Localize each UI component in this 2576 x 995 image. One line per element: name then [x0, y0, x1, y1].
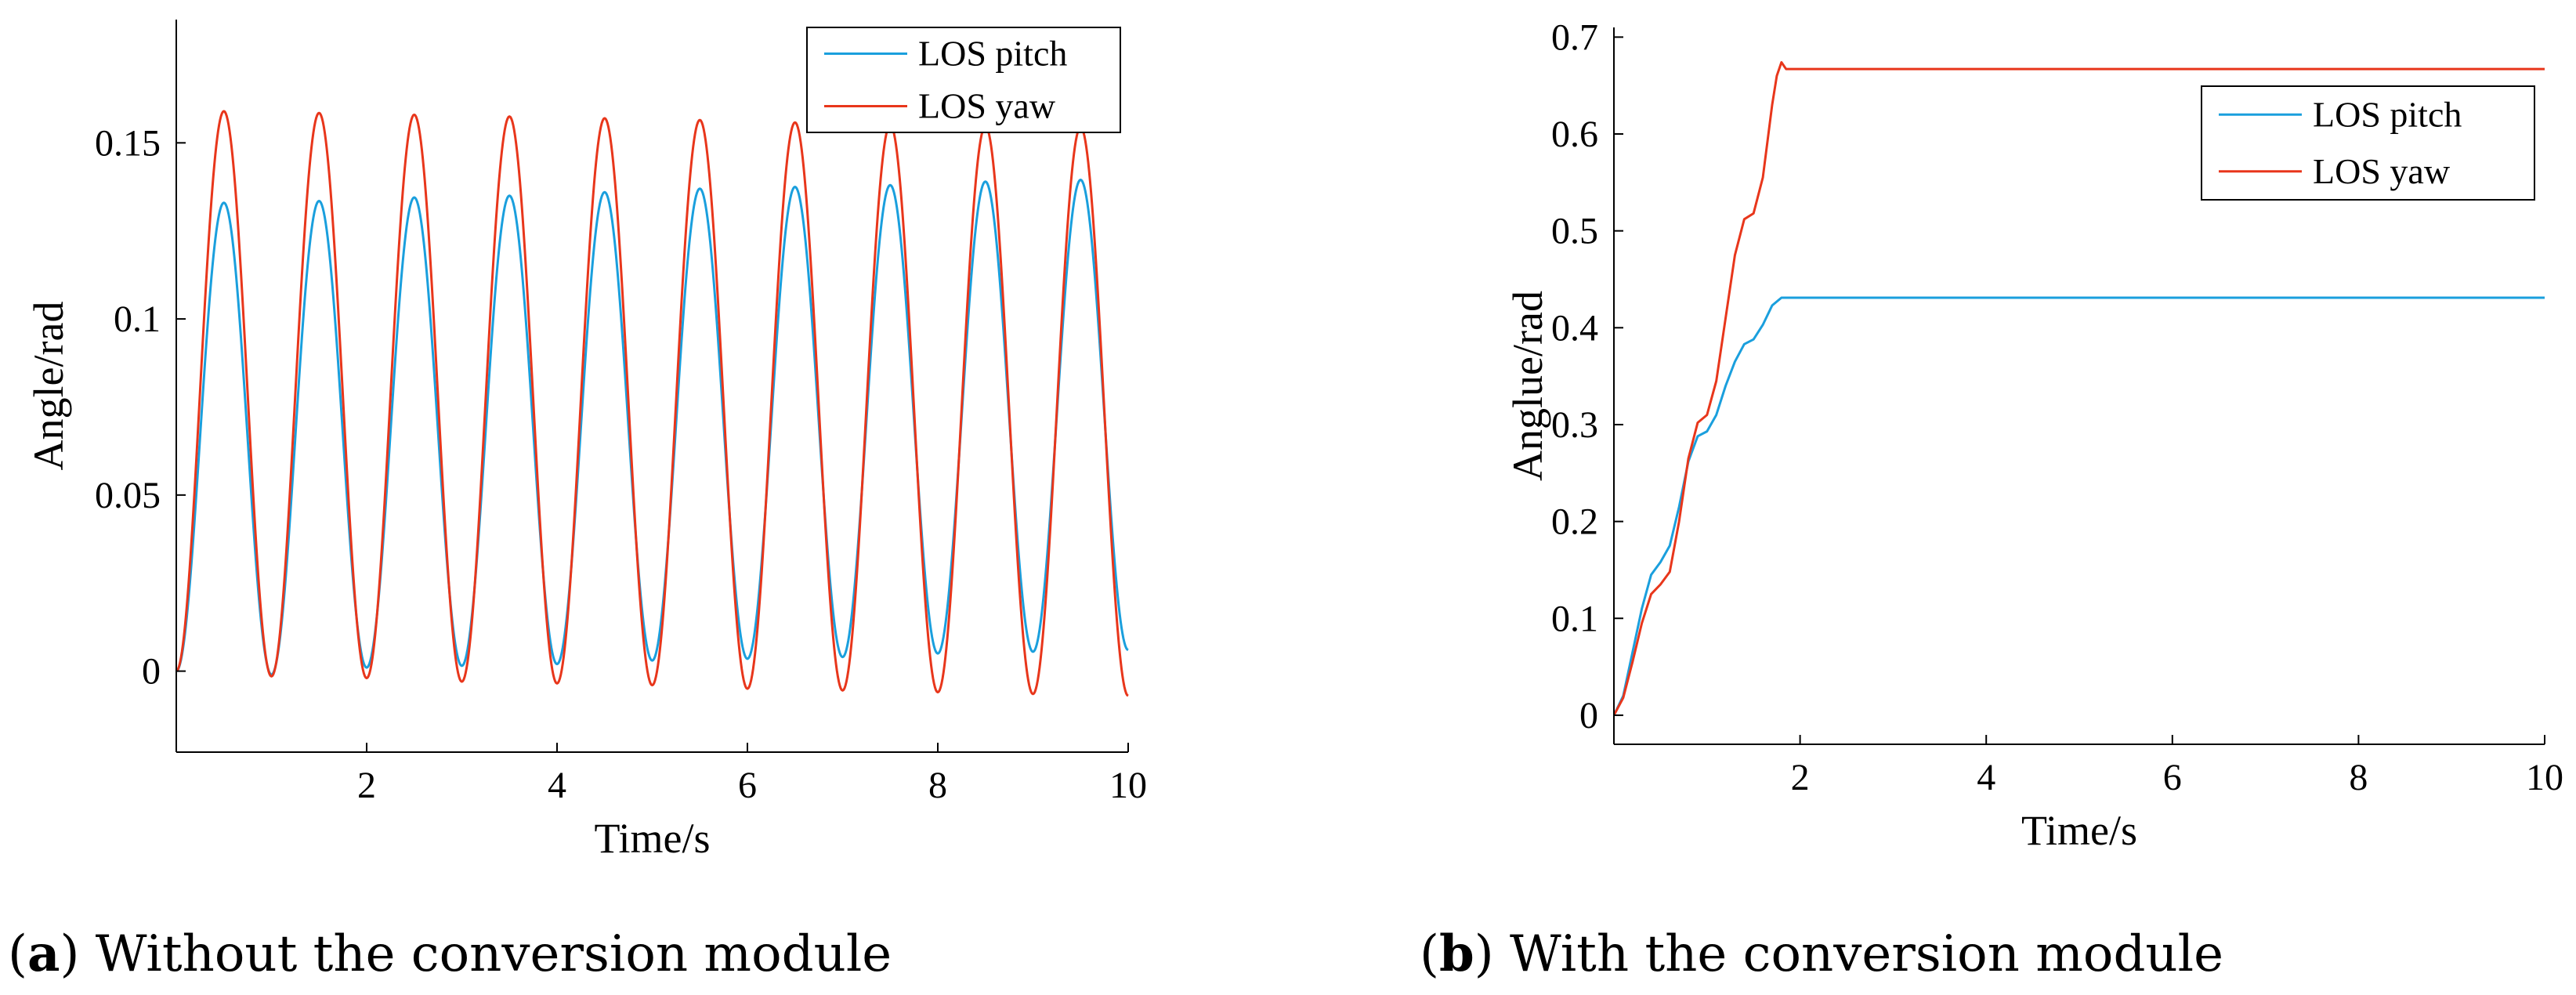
legend-label-los-pitch: LOS pitch [2313, 94, 2462, 134]
y-tick-label: 0.15 [95, 122, 161, 164]
caption-a-text: Without the conversion module [95, 925, 892, 983]
y-tick-label: 0.6 [1551, 114, 1598, 155]
legend-label-los-yaw: LOS yaw [918, 86, 1056, 126]
y-tick-label: 0.3 [1551, 404, 1598, 446]
y-tick-label: 0.2 [1551, 501, 1598, 543]
legend-label-los-pitch: LOS pitch [918, 34, 1067, 74]
caption-b-text: With the conversion module [1510, 925, 2223, 983]
x-tick-label: 6 [738, 765, 757, 806]
caption-b: (b) With the conversion module [1420, 924, 2223, 983]
legend-box [2201, 85, 2535, 201]
y-tick-label: 0 [1579, 695, 1598, 736]
legend: LOS pitch LOS yaw [806, 27, 1121, 133]
y-tick-label: 0.5 [1551, 211, 1598, 252]
y-tick-label: 0 [142, 651, 161, 693]
legend: LOS pitch LOS yaw [2201, 85, 2535, 201]
y-axis-label: Angle/rad [25, 302, 72, 471]
caption-b-letter: b [1438, 924, 1474, 983]
caption-a-letter: a [27, 924, 60, 983]
x-axis-label: Time/s [594, 815, 710, 862]
y-tick-label: 0.7 [1551, 16, 1598, 58]
y-tick-label: 0.1 [114, 298, 161, 340]
y-tick-label: 0.05 [95, 475, 161, 516]
chart-a: 2 4 6 8 10 0 0.05 0.1 0.15 Time/s Angle/rad LOS pit… [25, 20, 1147, 862]
x-tick-label: 8 [2349, 757, 2368, 798]
x-tick-label: 2 [1791, 757, 1810, 798]
caption-a: (a) Without the conversion module [8, 924, 892, 983]
series-line-los-yaw [176, 110, 1129, 697]
x-axis-label: Time/s [2021, 807, 2137, 854]
x-tick-label: 6 [2163, 757, 2182, 798]
series-line-los-pitch [1614, 296, 2545, 716]
x-tick-label: 10 [2526, 757, 2563, 798]
x-tick-label: 4 [548, 765, 566, 806]
series-line-los-pitch [176, 179, 1129, 676]
legend-label-los-yaw: LOS yaw [2313, 151, 2451, 191]
x-tick-label: 10 [1109, 765, 1147, 806]
x-tick-label: 8 [928, 765, 947, 806]
chart-b: 2 4 6 8 10 0 0.1 0.2 0.3 0.4 0.5 0.6 0.7 Time/s Anglue… [1504, 16, 2563, 854]
legend-box [806, 27, 1121, 133]
y-axis-label: Anglue/rad [1504, 291, 1551, 481]
y-tick-label: 0.4 [1551, 307, 1598, 349]
x-tick-label: 4 [1977, 757, 1995, 798]
series-line-los-yaw [1614, 61, 2545, 716]
x-tick-label: 2 [357, 765, 376, 806]
y-tick-label: 0.1 [1551, 598, 1598, 639]
